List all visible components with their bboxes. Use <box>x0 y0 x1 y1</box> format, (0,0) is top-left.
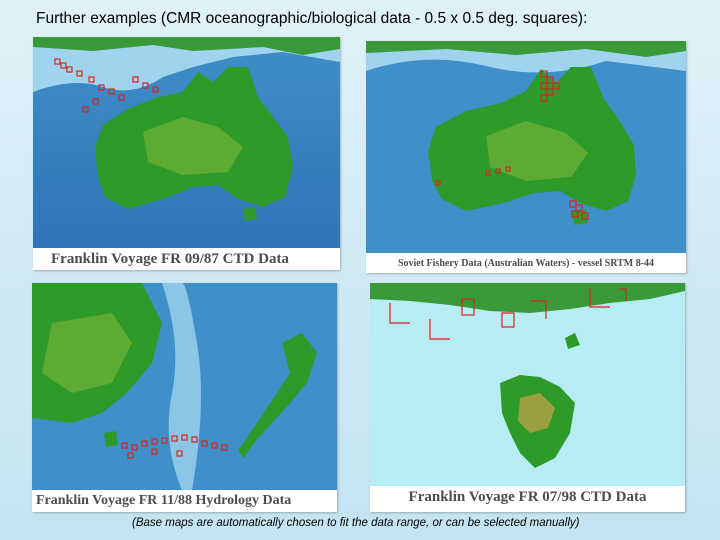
map-tasmania <box>370 283 685 486</box>
data-squares <box>435 70 589 220</box>
map-soviet-fishery: Soviet Fishery Data (Australian Waters) … <box>366 41 686 273</box>
slide-title: Further examples (CMR oceanographic/biol… <box>36 10 588 27</box>
tasmania <box>243 207 257 221</box>
map-caption: Franklin Voyage FR 07/98 CTD Data <box>370 486 685 512</box>
tasmania <box>104 431 118 447</box>
indonesia-islands <box>33 37 340 55</box>
map-caption: Franklin Voyage FR 11/88 Hydrology Data <box>32 490 337 512</box>
map-australia-fishery <box>366 41 686 253</box>
map-caption: Soviet Fishery Data (Australian Waters) … <box>366 253 686 273</box>
map-fr-0987-ctd: Franklin Voyage FR 09/87 CTD Data <box>33 37 340 270</box>
new-zealand <box>238 333 317 458</box>
map-tasman-sea <box>32 283 337 490</box>
map-caption: Franklin Voyage FR 09/87 CTD Data <box>33 248 340 270</box>
data-squares <box>389 288 627 340</box>
footnote: (Base maps are automatically chosen to f… <box>132 517 580 529</box>
map-fr-1188-hydrology: Franklin Voyage FR 11/88 Hydrology Data <box>32 283 337 512</box>
data-squares <box>121 434 228 459</box>
victoria-coast <box>370 283 685 313</box>
continental-shelf <box>33 37 340 92</box>
map-australia-north-west <box>33 37 340 248</box>
data-squares <box>54 58 159 113</box>
map-fr-0798-ctd: Franklin Voyage FR 07/98 CTD Data <box>370 283 685 512</box>
